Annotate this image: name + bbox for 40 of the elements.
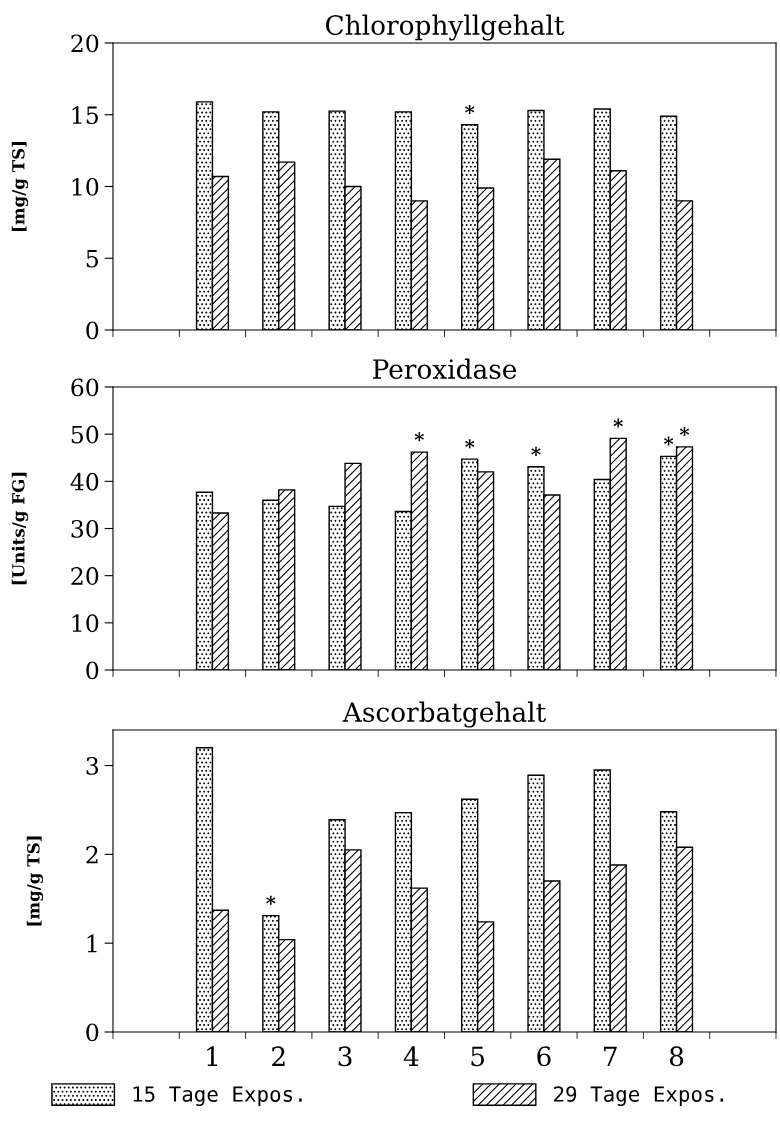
x-tick-label: 7 — [604, 1046, 617, 1066]
x-tick-label: 5 — [471, 1046, 485, 1067]
y-tick-label: 50 — [71, 425, 99, 444]
y-tick-label: 10 — [72, 614, 99, 633]
legend-label: 15 Tage Expos. — [133, 1086, 302, 1107]
y-tick-label: 20 — [71, 34, 99, 53]
x-tick-label: 3 — [338, 1046, 352, 1067]
chart-title: Chlorophyllgehalt — [325, 14, 565, 41]
y-tick-label: 15 — [72, 106, 98, 125]
y-tick-label: 3 — [86, 756, 99, 775]
x-tick-label: 8 — [669, 1046, 684, 1067]
y-tick-label: 30 — [71, 519, 99, 538]
y-tick-label: 40 — [70, 472, 99, 491]
annotation: * — [465, 439, 475, 449]
y-tick-label: 10 — [72, 177, 99, 196]
annotation: * — [613, 418, 623, 428]
x-tick-label: 6 — [537, 1046, 551, 1067]
annotation: * — [414, 432, 424, 442]
chart-title: Ascorbatgehalt — [342, 701, 546, 728]
x-tick-label: 2 — [272, 1046, 285, 1066]
y-tick-label: 2 — [86, 845, 98, 864]
annotation: * — [679, 427, 690, 437]
y-axis-title: [mg/g TS] — [26, 836, 44, 926]
annotation: * — [663, 436, 674, 446]
x-tick-label: 1 — [207, 1046, 218, 1066]
y-tick-label: 60 — [71, 378, 99, 397]
y-axis-title: [Units/g FG] — [11, 472, 29, 585]
legend-label: 29 Tage Expos. — [554, 1086, 724, 1107]
y-tick-label: 5 — [86, 250, 98, 268]
annotation: * — [531, 446, 541, 456]
y-tick-label: 0 — [86, 321, 99, 340]
annotation: * — [465, 104, 475, 114]
y-axis-title: [mg/g TS] — [11, 142, 29, 231]
y-tick-label: 0 — [86, 1023, 99, 1042]
x-tick-label: 4 — [403, 1046, 419, 1066]
chart-title: Peroxidase — [373, 358, 517, 380]
y-tick-label: 0 — [86, 661, 99, 680]
y-tick-label: 1 — [87, 934, 97, 953]
annotation: * — [266, 895, 276, 905]
y-tick-label: 20 — [71, 567, 99, 585]
